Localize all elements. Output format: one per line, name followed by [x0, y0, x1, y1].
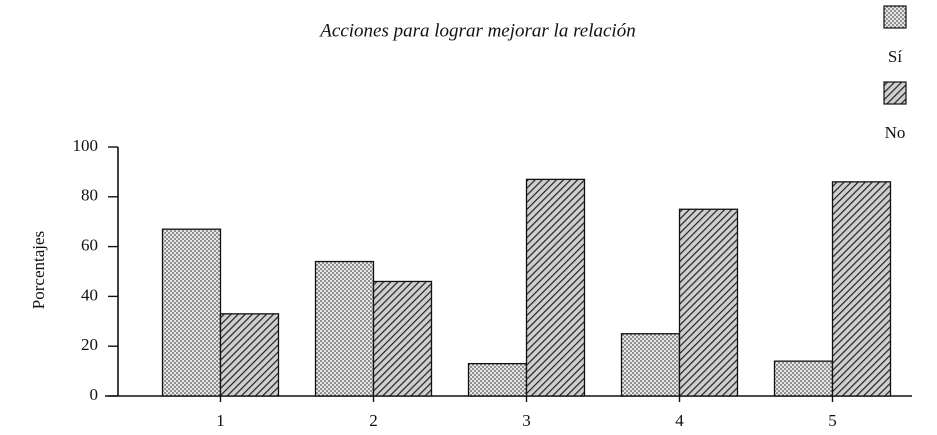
- x-tick-label: 3: [522, 411, 531, 430]
- bar: [525, 178, 586, 397]
- bar: [773, 360, 834, 397]
- bar: [372, 280, 433, 397]
- legend-label: Sí: [888, 47, 902, 66]
- y-axis-label: Porcentajes: [29, 231, 48, 309]
- y-tick-label: 0: [90, 385, 99, 404]
- bar: [219, 313, 280, 397]
- bar: [467, 362, 528, 397]
- legend-swatch: [883, 81, 907, 105]
- y-tick-label: 60: [81, 236, 98, 255]
- y-tick-label: 20: [81, 335, 98, 354]
- x-tick-label: 5: [828, 411, 837, 430]
- y-tick-label: 80: [81, 186, 98, 205]
- bar: [678, 208, 739, 397]
- x-tick-label: 2: [369, 411, 378, 430]
- y-tick-label: 100: [73, 136, 99, 155]
- x-tick-label: 4: [675, 411, 684, 430]
- legend-label: No: [885, 123, 906, 142]
- y-tick-label: 40: [81, 285, 98, 304]
- bar: [831, 181, 892, 397]
- legend-swatch: [883, 5, 907, 29]
- x-tick-label: 1: [216, 411, 225, 430]
- bar: [620, 333, 681, 397]
- bar: [161, 228, 222, 397]
- bar: [314, 260, 375, 397]
- chart-title: Acciones para lograr mejorar la relación: [318, 20, 635, 41]
